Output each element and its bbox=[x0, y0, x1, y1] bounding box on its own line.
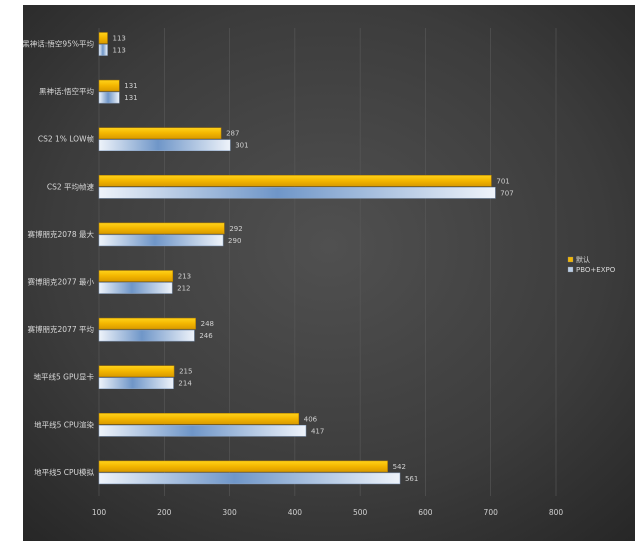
bar-pbo-expo bbox=[98, 234, 224, 247]
bar-pbo-expo bbox=[98, 472, 401, 485]
category-label: 黑神话:悟空95%平均 bbox=[22, 39, 94, 49]
bar-pbo-expo bbox=[98, 282, 173, 294]
legend-label: 默认 bbox=[576, 255, 590, 264]
x-tick-label: 200 bbox=[157, 508, 172, 517]
legend-swatch-pbo-expo bbox=[567, 266, 574, 273]
data-label: 113 bbox=[112, 47, 125, 55]
bar-pbo-expo bbox=[98, 425, 307, 437]
data-label: 215 bbox=[179, 368, 192, 376]
x-tick-label: 400 bbox=[288, 508, 303, 517]
bar-default bbox=[98, 175, 492, 187]
data-label: 248 bbox=[201, 320, 214, 328]
bar-default bbox=[98, 270, 174, 282]
data-label: 542 bbox=[393, 463, 406, 471]
bar-default bbox=[98, 317, 196, 330]
bar-default bbox=[98, 222, 225, 235]
bar-default bbox=[98, 365, 175, 377]
labels: 100 200 300 400 500 600 700 800 黑神话:悟空95%平均 113 11… bbox=[22, 35, 563, 518]
category-label: 赛博朋克2078 最大 bbox=[28, 229, 95, 239]
data-label: 290 bbox=[228, 237, 241, 245]
category-label: 黑神话:悟空平均 bbox=[39, 86, 94, 96]
x-tick-label: 500 bbox=[353, 508, 368, 517]
x-tick-label: 100 bbox=[92, 508, 107, 517]
x-tick-label: 300 bbox=[222, 508, 237, 517]
data-label: 131 bbox=[124, 82, 137, 90]
bar-default bbox=[98, 127, 222, 139]
category-label: 地平线5 CPU渲染 bbox=[34, 419, 94, 429]
bars bbox=[98, 32, 496, 485]
category-label: 赛博朋克2077 平均 bbox=[28, 324, 94, 334]
category-label: 赛博朋克2077 最小 bbox=[28, 277, 95, 287]
bar-default bbox=[98, 460, 388, 473]
data-label: 701 bbox=[496, 177, 509, 185]
data-label: 214 bbox=[178, 380, 192, 388]
x-tick-label: 600 bbox=[418, 508, 433, 517]
data-label: 287 bbox=[226, 130, 239, 138]
data-label: 212 bbox=[177, 285, 190, 293]
data-label: 213 bbox=[178, 273, 191, 281]
bar-default bbox=[98, 32, 108, 44]
category-label: CS2 平均帧速 bbox=[47, 181, 95, 191]
category-label: 地平线5 CPU模拟 bbox=[34, 467, 94, 477]
bar-default bbox=[98, 413, 300, 425]
data-label: 417 bbox=[311, 427, 324, 435]
bar-pbo-expo bbox=[98, 187, 496, 199]
data-label: 292 bbox=[229, 225, 242, 233]
data-label: 246 bbox=[199, 332, 213, 340]
legend-swatch-default bbox=[567, 256, 574, 263]
category-label: 地平线5 GPU显卡 bbox=[34, 372, 95, 382]
data-label: 406 bbox=[304, 415, 318, 423]
x-tick-label: 700 bbox=[484, 508, 499, 517]
bar-pbo-expo bbox=[98, 139, 231, 151]
data-label: 113 bbox=[112, 35, 125, 43]
bar-pbo-expo bbox=[98, 91, 120, 104]
bar-pbo-expo bbox=[98, 44, 108, 56]
data-label: 131 bbox=[124, 94, 137, 102]
data-label: 561 bbox=[405, 475, 418, 483]
data-label: 707 bbox=[500, 189, 513, 197]
legend: 默认 PBO+EXPO bbox=[567, 255, 616, 274]
x-tick-label: 800 bbox=[549, 508, 564, 517]
data-label: 301 bbox=[235, 142, 248, 150]
bar-pbo-expo bbox=[98, 329, 195, 342]
category-label: CS2 1% LOW帧 bbox=[38, 134, 95, 144]
legend-label: PBO+EXPO bbox=[576, 266, 616, 274]
bar-default bbox=[98, 79, 120, 92]
gridlines bbox=[98, 28, 557, 496]
bar-pbo-expo bbox=[98, 377, 174, 389]
